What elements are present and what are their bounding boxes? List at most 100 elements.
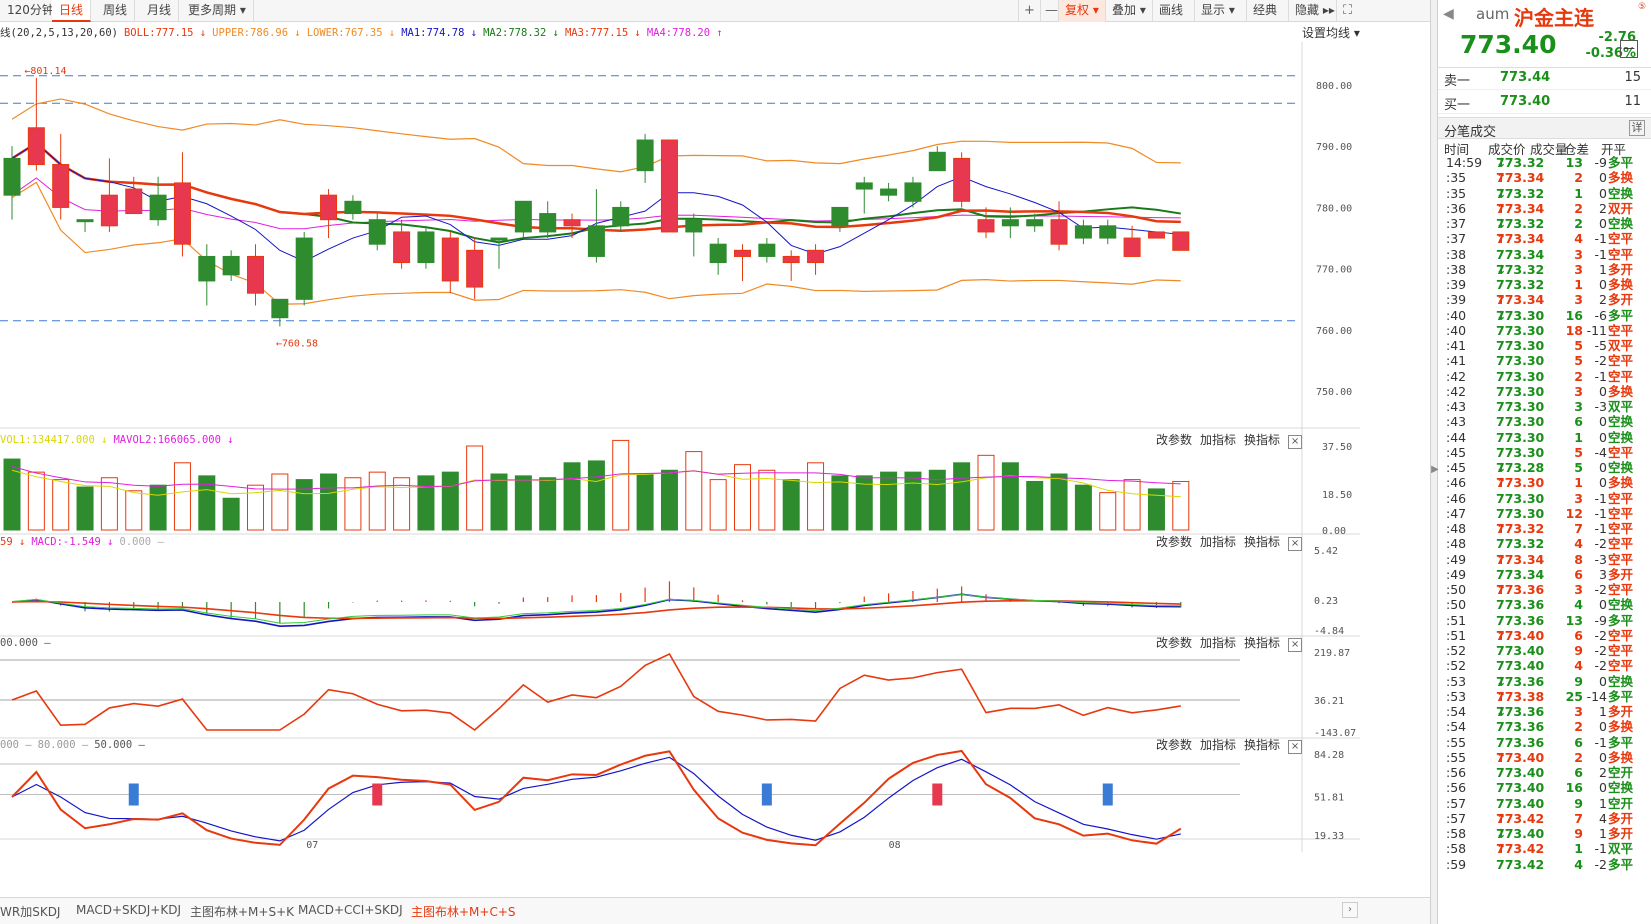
close-icon[interactable]: × (1288, 638, 1303, 652)
period-tab-4[interactable]: 更多周期 ▾ (181, 0, 254, 22)
tick-row[interactable]: :53 773.38 ↑ 25 -14 多平 (1438, 689, 1651, 704)
tick-volume: 13 (1565, 155, 1583, 170)
tick-oi-change: -2 (1594, 536, 1607, 552)
tick-row[interactable]: :44 773.30 1 0 空换 (1438, 430, 1651, 445)
close-icon[interactable]: × (1288, 435, 1303, 449)
zoom-out-button[interactable]: — (1040, 0, 1062, 22)
tick-row[interactable]: :57 773.40 9 1 空开 (1438, 796, 1651, 811)
tick-row[interactable]: :48 773.32 ↑ 7 -1 空平 (1438, 521, 1651, 536)
tick-row[interactable]: :58 773.40 ↓ 9 1 多开 (1438, 826, 1651, 841)
volume-bar (880, 471, 898, 531)
panel-button-1[interactable]: 加指标 (1200, 738, 1237, 752)
period-tab-3[interactable]: 月线 (140, 0, 180, 22)
panel-button-0[interactable]: 改参数 (1156, 636, 1193, 650)
tick-row[interactable]: :51 773.36 13 -9 多平 (1438, 613, 1651, 628)
panel-button-0[interactable]: 改参数 (1156, 738, 1193, 752)
panel-button-1[interactable]: 加指标 (1200, 535, 1237, 549)
ticks-detail-button[interactable]: 详 (1629, 120, 1645, 136)
panel-button-0[interactable]: 改参数 (1156, 433, 1193, 447)
tick-row[interactable]: :37 773.32 ↓ 2 0 空换 (1438, 216, 1651, 231)
panel-button-2[interactable]: 换指标 (1244, 433, 1281, 447)
collapse-arrow-icon[interactable]: ▶ (1431, 464, 1439, 475)
tick-row[interactable]: :58 773.42 ↑ 1 -1 双平 (1438, 841, 1651, 856)
panel-button-0[interactable]: 改参数 (1156, 535, 1193, 549)
tick-row[interactable]: :52 773.40 9 -2 空平 (1438, 643, 1651, 658)
toolbar-button-3[interactable]: 显示 ▾ (1194, 0, 1241, 22)
tick-row[interactable]: :48 773.32 4 -2 空平 (1438, 536, 1651, 551)
panel-button-2[interactable]: 换指标 (1244, 738, 1281, 752)
tick-row[interactable]: :55 773.36 6 -1 多平 (1438, 735, 1651, 750)
panel-button-1[interactable]: 加指标 (1200, 433, 1237, 447)
toolbar-button-4[interactable]: 经典 (1246, 0, 1283, 22)
close-icon[interactable]: × (1288, 740, 1303, 754)
candle-body (977, 219, 995, 233)
tick-price-value: 773.36 (1496, 704, 1545, 719)
tick-row[interactable]: :56 773.40 6 2 空开 (1438, 765, 1651, 780)
template-tab-0[interactable]: WR加SKDJ (0, 905, 61, 919)
toolbar-button-0[interactable]: 复权 ▾ (1058, 0, 1105, 22)
tick-row[interactable]: :52 773.40 4 -2 空平 (1438, 658, 1651, 673)
tick-oi-change: -1 (1594, 505, 1607, 521)
tick-row[interactable]: :40 773.30 18 -11 空平 (1438, 323, 1651, 338)
tick-row[interactable]: :43 773.30 6 0 空换 (1438, 414, 1651, 429)
toolbar-button-1[interactable]: 叠加 ▾ (1105, 0, 1152, 22)
tick-row[interactable]: :49 773.34 6 3 多开 (1438, 567, 1651, 582)
panel-button-2[interactable]: 换指标 (1244, 535, 1281, 549)
zoom-in-button[interactable]: + (1018, 0, 1040, 22)
tick-row[interactable]: 14:59 773.32 ↓ 13 -9 多平 (1438, 155, 1651, 170)
tick-row[interactable]: :54 773.36 ↓ 3 1 多开 (1438, 704, 1651, 719)
period-tab-1[interactable]: 日线 (52, 0, 92, 22)
tick-row[interactable]: :51 773.40 ↑ 6 -2 空平 (1438, 628, 1651, 643)
tick-row[interactable]: :39 773.34 ↑ 3 2 多开 (1438, 292, 1651, 307)
info-icon[interactable]: ⑤ (1638, 2, 1647, 12)
toolbar-button-2[interactable]: 画线 (1152, 0, 1189, 22)
panel-button-2[interactable]: 换指标 (1244, 636, 1281, 650)
tick-row[interactable]: :43 773.30 3 -3 双平 (1438, 399, 1651, 414)
up-arrow-icon: ↑ (1496, 749, 1507, 765)
ticks-list[interactable]: 14:59 773.32 ↓ 13 -9 多平:35 773.34 ↑ 2 0 多换:35 773.3… (1438, 155, 1651, 872)
up-arrow-icon: ↑ (1496, 582, 1507, 597)
prev-contract-icon[interactable]: ◀ (1443, 6, 1454, 22)
toolbar-button-5[interactable]: 隐藏 ▸▸ (1288, 0, 1341, 22)
tick-row[interactable]: :45 773.28 ↓ 5 0 空换 (1438, 460, 1651, 475)
tick-row[interactable]: :39 773.32 1 0 多换 (1438, 277, 1651, 292)
template-tab-2[interactable]: 主图布林+M+S+K (190, 905, 295, 919)
tick-row[interactable]: :54 773.36 2 0 多换 (1438, 719, 1651, 734)
tick-row[interactable]: :45 773.30 5 -4 空平 (1438, 445, 1651, 460)
tick-row[interactable]: :38 773.32 ↓ 3 1 多开 (1438, 262, 1651, 277)
tick-row[interactable]: :49 773.34 ↑ 8 -3 空平 (1438, 552, 1651, 567)
legend-arrow-icon: — (132, 739, 145, 751)
tick-row[interactable]: :57 773.42 ↑ 7 4 多开 (1438, 811, 1651, 826)
set-ma-button[interactable]: 设置均线 ▾ (1302, 26, 1360, 40)
panel-button-1[interactable]: 加指标 (1200, 636, 1237, 650)
tick-row[interactable]: :56 773.40 16 0 空换 (1438, 780, 1651, 795)
period-tab-2[interactable]: 周线 (96, 0, 136, 22)
tick-row[interactable]: :46 773.30 3 -1 空平 (1438, 491, 1651, 506)
tick-row[interactable]: :47 773.30 12 -1 空平 (1438, 506, 1651, 521)
tick-row[interactable]: :41 773.30 5 -5 双平 (1438, 338, 1651, 353)
tabs-scroll-right-icon[interactable]: › (1342, 902, 1358, 918)
tick-row[interactable]: :50 773.36 4 0 空换 (1438, 597, 1651, 612)
tick-row[interactable]: :40 773.30 ↓ 16 -6 多平 (1438, 308, 1651, 323)
tick-row[interactable]: :53 773.36 ↓ 9 0 空换 (1438, 674, 1651, 689)
minimize-button[interactable]: — (1620, 40, 1638, 58)
fullscreen-icon[interactable]: ⛶ (1336, 0, 1358, 22)
tick-row[interactable]: :50 773.36 ↑ 3 -2 空平 (1438, 582, 1651, 597)
template-tab-3[interactable]: MACD+CCI+SKDJ (298, 903, 403, 917)
tick-row[interactable]: :38 773.34 3 -1 空平 (1438, 247, 1651, 262)
tick-row[interactable]: :46 773.30 ↑ 1 0 多换 (1438, 475, 1651, 490)
template-tab-4[interactable]: 主图布林+M+C+S (411, 905, 516, 919)
tick-row[interactable]: :55 773.40 ↑ 2 0 多换 (1438, 750, 1651, 765)
kline-chart[interactable]: 800.00 790.00 780.00 770.00 760.00 750.00 ←801… (0, 42, 1360, 897)
tick-row[interactable]: :41 773.30 5 -2 空平 (1438, 353, 1651, 368)
tick-row[interactable]: :35 773.32 ↓ 1 0 空换 (1438, 186, 1651, 201)
close-icon[interactable]: × (1288, 537, 1303, 551)
tick-row[interactable]: :42 773.30 2 -1 空平 (1438, 369, 1651, 384)
tick-row[interactable]: :37 773.34 ↑ 4 -1 空平 (1438, 231, 1651, 246)
tick-row[interactable]: :35 773.34 ↑ 2 0 多换 (1438, 170, 1651, 185)
tick-row[interactable]: :42 773.30 3 0 多换 (1438, 384, 1651, 399)
panel-splitter[interactable]: ▶ (1430, 0, 1439, 924)
tick-row[interactable]: :36 773.34 ↑ 2 2 双开 (1438, 201, 1651, 216)
tick-row[interactable]: :59 773.42 4 -2 多平 (1438, 857, 1651, 872)
template-tab-1[interactable]: MACD+SKDJ+KDJ (76, 903, 181, 917)
